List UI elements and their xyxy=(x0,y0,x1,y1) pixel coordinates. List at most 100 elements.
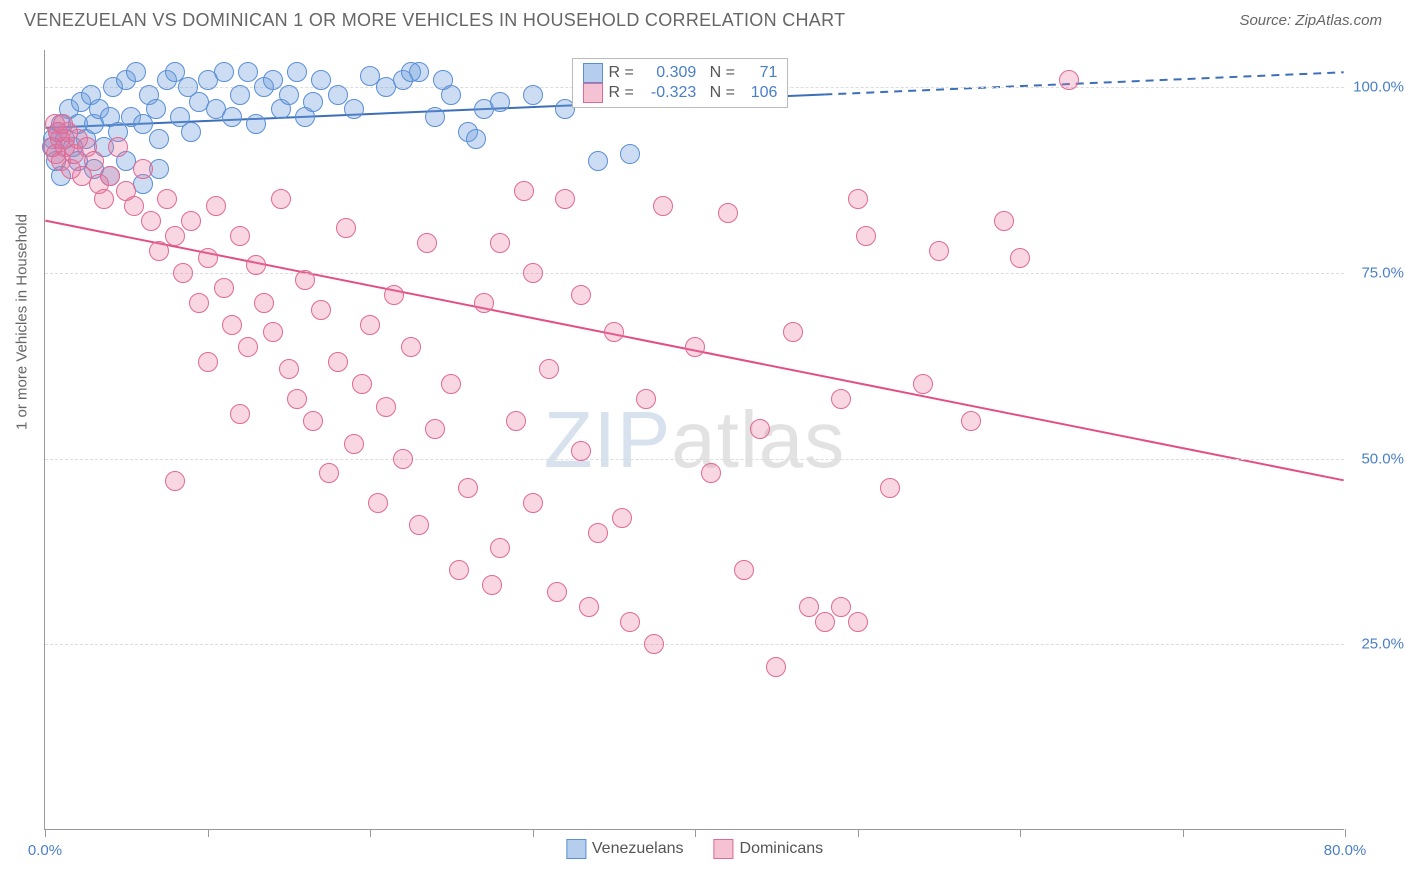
x-tick xyxy=(45,829,46,837)
data-point xyxy=(514,181,534,201)
data-point xyxy=(295,270,315,290)
data-point xyxy=(149,241,169,261)
data-point xyxy=(425,107,445,127)
data-point xyxy=(94,189,114,209)
data-point xyxy=(490,538,510,558)
data-point xyxy=(214,62,234,82)
correlation-legend-row: R = -0.323 N = 106 xyxy=(583,83,778,103)
chart-title: VENEZUELAN VS DOMINICAN 1 OR MORE VEHICL… xyxy=(24,10,845,31)
legend-swatch xyxy=(566,839,586,859)
data-point xyxy=(384,285,404,305)
data-point xyxy=(84,151,104,171)
y-tick-label: 25.0% xyxy=(1361,636,1404,653)
data-point xyxy=(401,62,421,82)
series-legend-item: Venezuelans xyxy=(566,839,684,859)
data-point xyxy=(644,634,664,654)
data-point xyxy=(189,293,209,313)
data-point xyxy=(181,211,201,231)
data-point xyxy=(393,449,413,469)
data-point xyxy=(360,315,380,335)
x-tick xyxy=(1183,829,1184,837)
data-point xyxy=(433,70,453,90)
data-point xyxy=(238,337,258,357)
data-point xyxy=(474,293,494,313)
y-axis-label: 1 or more Vehicles in Household xyxy=(14,214,31,430)
data-point xyxy=(555,189,575,209)
legend-label: Venezuelans xyxy=(592,840,684,857)
data-point xyxy=(620,612,640,632)
data-point xyxy=(409,515,429,535)
data-point xyxy=(328,85,348,105)
y-tick-label: 50.0% xyxy=(1361,450,1404,467)
data-point xyxy=(685,337,705,357)
data-point xyxy=(523,263,543,283)
legend-stats: R = 0.309 N = 71 xyxy=(609,64,778,82)
data-point xyxy=(848,189,868,209)
data-point xyxy=(336,218,356,238)
y-tick-label: 100.0% xyxy=(1353,79,1404,96)
data-point xyxy=(547,582,567,602)
data-point xyxy=(157,189,177,209)
watermark-part1: ZIP xyxy=(544,395,671,484)
data-point xyxy=(181,122,201,142)
data-point xyxy=(279,85,299,105)
correlation-legend-row: R = 0.309 N = 71 xyxy=(583,63,778,83)
data-point xyxy=(523,85,543,105)
series-legend: Venezuelans Dominicans xyxy=(566,839,823,859)
data-point xyxy=(198,248,218,268)
data-point xyxy=(263,322,283,342)
data-point xyxy=(913,374,933,394)
data-point xyxy=(831,389,851,409)
data-point xyxy=(124,196,144,216)
data-point xyxy=(490,92,510,112)
data-point xyxy=(165,226,185,246)
data-point xyxy=(848,612,868,632)
data-point xyxy=(417,233,437,253)
data-point xyxy=(539,359,559,379)
data-point xyxy=(230,404,250,424)
data-point xyxy=(766,657,786,677)
data-point xyxy=(571,441,591,461)
data-point xyxy=(856,226,876,246)
trend-line-dashed xyxy=(824,72,1343,94)
data-point xyxy=(571,285,591,305)
x-tick xyxy=(208,829,209,837)
x-tick-label: 80.0% xyxy=(1324,842,1367,859)
source-label: Source: ZipAtlas.com xyxy=(1239,12,1382,29)
data-point xyxy=(246,255,266,275)
data-point xyxy=(994,211,1014,231)
series-legend-item: Dominicans xyxy=(714,839,824,859)
data-point xyxy=(506,411,526,431)
data-point xyxy=(279,359,299,379)
data-point xyxy=(287,389,307,409)
data-point xyxy=(319,463,339,483)
gridline-h xyxy=(45,459,1344,460)
x-tick-label: 0.0% xyxy=(28,842,62,859)
data-point xyxy=(701,463,721,483)
gridline-h xyxy=(45,644,1344,645)
data-point xyxy=(482,575,502,595)
watermark-part2: atlas xyxy=(671,395,845,484)
data-point xyxy=(311,70,331,90)
data-point xyxy=(311,300,331,320)
data-point xyxy=(1010,248,1030,268)
data-point xyxy=(783,322,803,342)
data-point xyxy=(344,99,364,119)
data-point xyxy=(230,85,250,105)
data-point xyxy=(831,597,851,617)
legend-stats: R = -0.323 N = 106 xyxy=(609,84,778,102)
correlation-legend: R = 0.309 N = 71 R = -0.323 N = 106 xyxy=(572,58,789,108)
data-point xyxy=(173,263,193,283)
data-point xyxy=(222,107,242,127)
data-point xyxy=(588,151,608,171)
data-point xyxy=(230,226,250,246)
data-point xyxy=(198,352,218,372)
data-point xyxy=(425,419,445,439)
data-point xyxy=(750,419,770,439)
data-point xyxy=(146,99,166,119)
data-point xyxy=(612,508,632,528)
scatter-chart: ZIPatlas 25.0%50.0%75.0%100.0%0.0%80.0%R… xyxy=(44,50,1344,830)
data-point xyxy=(523,493,543,513)
data-point xyxy=(734,560,754,580)
data-point xyxy=(303,92,323,112)
